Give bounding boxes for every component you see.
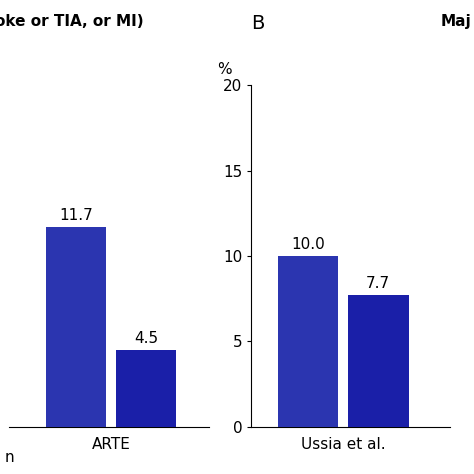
Bar (278, 256, 338, 427)
Bar (348, 295, 409, 427)
Text: 10.0: 10.0 (291, 237, 325, 252)
Text: oke or TIA, or MI): oke or TIA, or MI) (0, 14, 144, 29)
Text: 7.7: 7.7 (366, 276, 390, 291)
Text: 4.5: 4.5 (134, 330, 158, 346)
Bar (116, 350, 176, 427)
Text: B: B (251, 14, 264, 33)
Text: n: n (5, 449, 14, 465)
Text: %: % (217, 62, 232, 77)
Text: Maj: Maj (441, 14, 472, 29)
Text: 11.7: 11.7 (59, 208, 93, 223)
Bar (46, 227, 106, 427)
